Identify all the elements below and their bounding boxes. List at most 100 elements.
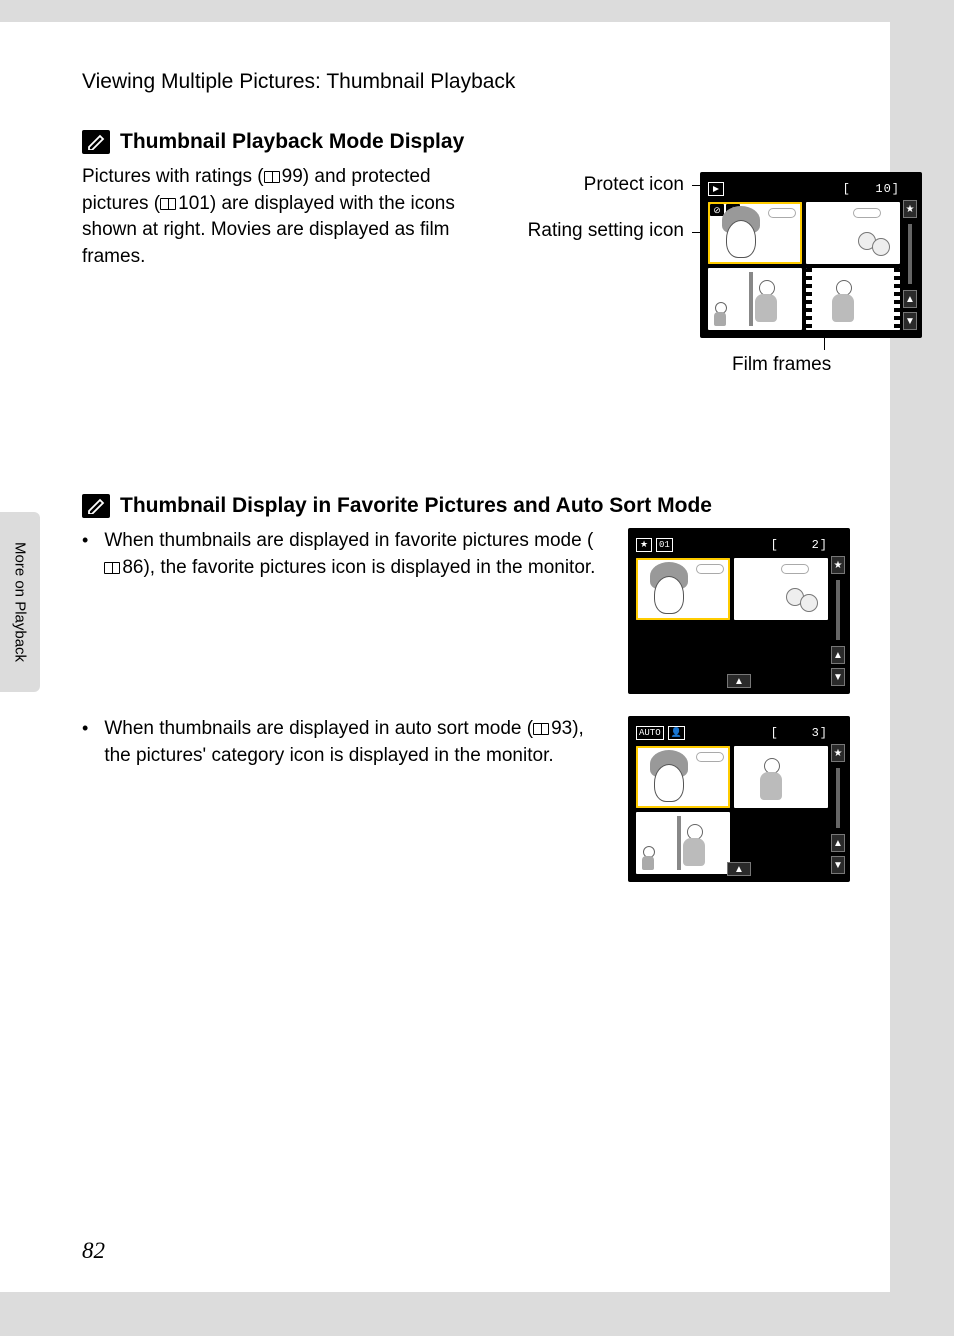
mode-icon: ★ xyxy=(636,538,652,552)
camera-screen-illustration: [ 10] ⊘ ★ xyxy=(700,172,922,338)
ref-page: 101 xyxy=(178,191,210,218)
bullet-item: • When thumbnails are displayed in favor… xyxy=(82,528,850,708)
screen-side-controls: ★ ▲ ▼ xyxy=(902,200,918,330)
screen-topbar: [ 10] xyxy=(708,180,900,198)
illustration-flowers xyxy=(782,584,822,614)
down-arrow-icon: ▼ xyxy=(831,668,845,686)
thumbnail: ⊘ ★ xyxy=(708,202,802,264)
illustration-face xyxy=(654,576,684,614)
thumbnail xyxy=(806,202,900,264)
illustration-cloud xyxy=(696,752,724,762)
manual-ref-icon: 93 xyxy=(533,716,572,743)
bullet-marker: • xyxy=(82,716,88,896)
screen-side-controls: ★ ▲ ▼ xyxy=(830,556,846,686)
manual-ref-icon: 99 xyxy=(264,164,303,191)
ref-page: 99 xyxy=(282,164,303,191)
topbar-icons: AUTO 👤 xyxy=(636,726,685,740)
screen-counter: [ 2] xyxy=(771,538,828,552)
illustration-person xyxy=(828,276,878,326)
illustration-person xyxy=(756,754,806,804)
section-heading: Thumbnail Display in Favorite Pictures a… xyxy=(82,494,850,518)
thumbnail-grid xyxy=(636,746,828,874)
expand-arrow-icon: ▲ xyxy=(727,674,751,688)
up-arrow-icon: ▲ xyxy=(831,834,845,852)
up-arrow-icon: ▲ xyxy=(831,646,845,664)
scroll-indicator xyxy=(908,224,912,284)
illustration-person xyxy=(751,276,801,326)
section-tab-label: More on Playback xyxy=(12,542,29,662)
illustration-face xyxy=(654,764,684,802)
thumbnail-grid: ⊘ ★ xyxy=(708,202,900,330)
auto-sort-icon: AUTO xyxy=(636,726,664,740)
section-tab: More on Playback xyxy=(0,512,40,692)
screen-counter: [ 3] xyxy=(771,726,828,740)
illustration-child xyxy=(642,846,654,870)
section-body: Pictures with ratings ( 99) and protecte… xyxy=(82,164,492,270)
section-title: Thumbnail Playback Mode Display xyxy=(120,130,464,154)
book-icon xyxy=(160,198,176,210)
section-title: Thumbnail Display in Favorite Pictures a… xyxy=(120,494,712,518)
bullet-text: When thumbnails are displayed in favorit… xyxy=(104,528,614,708)
screen-topbar: ★ 01 [ 2] xyxy=(636,536,828,554)
callout-labels: Protect icon Rating setting icon [ 10] xyxy=(492,172,922,268)
ref-page: 86 xyxy=(122,555,143,582)
ref-page: 93 xyxy=(551,716,572,743)
book-icon xyxy=(104,562,120,574)
down-arrow-icon: ▼ xyxy=(831,856,845,874)
thumbnail xyxy=(636,812,730,874)
callout-rating-label: Rating setting icon xyxy=(492,220,692,242)
callout-film-label: Film frames xyxy=(732,354,831,376)
page-number: 82 xyxy=(82,1238,105,1264)
callout-protect-label: Protect icon xyxy=(492,174,692,196)
thumbnail xyxy=(734,746,828,808)
star-icon: ★ xyxy=(903,200,917,218)
illustration-child xyxy=(714,302,726,326)
illustration-person xyxy=(679,820,729,870)
star-icon: ★ xyxy=(831,556,845,574)
section-heading: Thumbnail Playback Mode Display xyxy=(82,130,850,154)
scroll-indicator xyxy=(836,768,840,828)
thumbnail xyxy=(708,268,802,330)
illustration-face xyxy=(726,220,756,258)
illustration-cloud xyxy=(781,564,809,574)
up-arrow-icon: ▲ xyxy=(903,290,917,308)
protect-badge-icon: ⊘ xyxy=(710,204,724,216)
book-icon xyxy=(533,723,549,735)
bullet-text: When thumbnails are displayed in auto so… xyxy=(104,716,614,896)
screen-side-controls: ★ ▲ ▼ xyxy=(830,744,846,874)
manual-ref-icon: 101 xyxy=(160,191,210,218)
favorite-folder-icon: 01 xyxy=(656,538,673,552)
topbar-icons: ★ 01 xyxy=(636,538,673,552)
thumbnail-movie xyxy=(806,268,900,330)
bullet-marker: • xyxy=(82,528,88,708)
camera-screen-illustration: AUTO 👤 [ 3] xyxy=(628,716,850,882)
pencil-note-icon xyxy=(82,494,110,518)
category-portrait-icon: 👤 xyxy=(668,726,685,740)
down-arrow-icon: ▼ xyxy=(903,312,917,330)
playback-icon xyxy=(708,182,724,196)
book-icon xyxy=(264,171,280,183)
thumbnail-grid xyxy=(636,558,828,620)
illustration-cloud xyxy=(853,208,881,218)
manual-page: Viewing Multiple Pictures: Thumbnail Pla… xyxy=(0,22,890,1292)
bullet-item: • When thumbnails are displayed in auto … xyxy=(82,716,850,896)
illustration-cloud xyxy=(696,564,724,574)
camera-screen-illustration: ★ 01 [ 2] ▲ xyxy=(628,528,850,694)
page-title: Viewing Multiple Pictures: Thumbnail Pla… xyxy=(82,70,850,94)
body-text: Pictures with ratings ( xyxy=(82,166,264,187)
section-thumbnail-mode: Thumbnail Playback Mode Display Pictures… xyxy=(82,130,850,390)
illustration-flowers xyxy=(854,228,894,258)
thumbnail xyxy=(636,746,730,808)
expand-arrow-icon: ▲ xyxy=(727,862,751,876)
callout-leader-line xyxy=(824,330,825,350)
section-favorite-autosort: Thumbnail Display in Favorite Pictures a… xyxy=(82,494,850,896)
thumbnail xyxy=(636,558,730,620)
scroll-indicator xyxy=(836,580,840,640)
pencil-note-icon xyxy=(82,130,110,154)
thumbnail xyxy=(734,558,828,620)
illustration-cloud xyxy=(768,208,796,218)
manual-ref-icon: 86 xyxy=(104,555,143,582)
screen-topbar: AUTO 👤 [ 3] xyxy=(636,724,828,742)
star-icon: ★ xyxy=(831,744,845,762)
screen-counter: [ 10] xyxy=(843,182,900,196)
